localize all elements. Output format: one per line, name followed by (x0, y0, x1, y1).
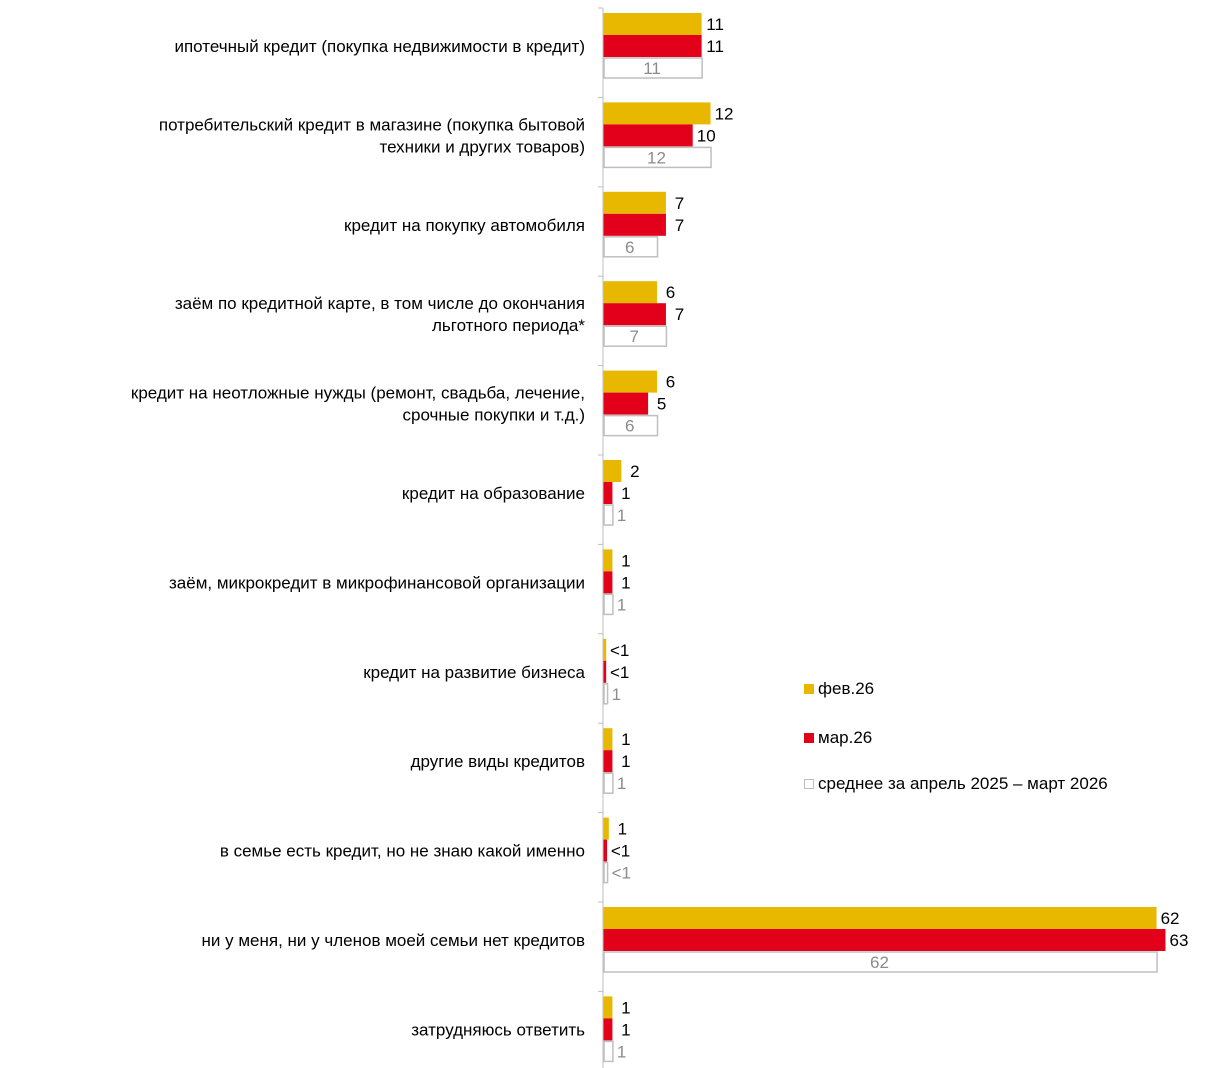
bar-average (603, 504, 614, 526)
bar-feb26 (603, 13, 702, 35)
bar-feb26 (603, 638, 607, 661)
data-label: 1 (618, 820, 627, 839)
data-label: 11 (706, 15, 724, 34)
bar-average (603, 951, 1158, 973)
data-label: 6 (625, 417, 634, 436)
data-label: 1 (621, 573, 630, 592)
data-label: 11 (643, 59, 661, 78)
data-label: <1 (610, 641, 629, 660)
data-label: 12 (715, 104, 734, 123)
bar-feb26 (603, 460, 622, 482)
category-label: кредит на развитие бизнеса (363, 663, 585, 682)
data-label: 1 (621, 998, 630, 1017)
bar-feb26 (603, 370, 658, 393)
data-label: 6 (625, 238, 634, 257)
data-label: 5 (657, 395, 666, 414)
category-label: кредит на неотложные нужды (ремонт, свад… (131, 384, 585, 425)
bar-mar26 (603, 213, 666, 236)
legend-label: фев.26 (818, 679, 874, 698)
bar-mar26 (603, 124, 693, 147)
data-label: 1 (612, 685, 621, 704)
legend-swatch (804, 684, 814, 694)
bar-mar26 (603, 929, 1166, 951)
bar-average (603, 593, 614, 616)
legend-label: мар.26 (818, 728, 872, 747)
data-label: 10 (697, 126, 716, 145)
data-label: <1 (610, 663, 629, 682)
bar-mar26 (603, 392, 649, 415)
category-label: ипотечный кредит (покупка недвижимости в… (174, 37, 585, 56)
bar-average (603, 1040, 614, 1063)
category-label: в семье есть кредит, но не знаю какой им… (220, 842, 585, 861)
bar-average (603, 325, 668, 347)
bar-feb26 (603, 191, 666, 214)
category-label: ни у меня, ни у членов моей семьи нет кр… (202, 931, 585, 950)
data-label: 2 (630, 462, 639, 481)
data-label: 1 (617, 774, 626, 793)
data-label: 1 (617, 595, 626, 614)
bar-feb26 (603, 907, 1157, 929)
bar-mar26 (603, 482, 613, 504)
category-label: заём, микрокредит в микрофинансовой орга… (169, 573, 585, 592)
bar-feb26 (603, 549, 613, 572)
data-label: 6 (666, 373, 675, 392)
data-label: 7 (675, 216, 684, 235)
legend-label: среднее за апрель 2025 – март 2026 (818, 774, 1108, 793)
bar-feb26 (603, 281, 658, 304)
bar-mar26 (603, 303, 666, 326)
bar-mar26 (603, 1018, 613, 1041)
data-label: 1 (621, 730, 630, 749)
legend-swatch (804, 779, 814, 789)
bar-feb26 (603, 728, 613, 751)
bar-average (603, 146, 712, 169)
bar-mar26 (603, 839, 608, 862)
bar-average (603, 683, 609, 705)
bar-average (603, 414, 659, 437)
bar-average (603, 772, 614, 794)
data-label: 7 (675, 194, 684, 213)
data-label: 62 (1161, 909, 1180, 928)
data-label: 1 (621, 752, 630, 771)
bar-average (603, 236, 659, 258)
legend-swatch (804, 733, 814, 743)
bar-feb26 (603, 102, 711, 125)
data-label: 11 (706, 37, 724, 56)
bar-mar26 (603, 35, 702, 57)
category-label: другие виды кредитов (411, 752, 585, 771)
data-label: 1 (617, 506, 626, 525)
data-label: 62 (870, 953, 889, 972)
category-label: кредит на покупку автомобиля (344, 216, 585, 235)
bar-feb26 (603, 817, 609, 840)
labels-layer: ипотечный кредит (покупка недвижимости в… (131, 15, 1189, 1061)
bar-mar26 (603, 660, 607, 683)
bar-mar26 (603, 571, 613, 594)
legend: фев.26 мар.26 среднее за апрель 2025 – мар… (804, 679, 1108, 793)
bars-layer (603, 13, 1166, 1063)
data-label: 1 (621, 484, 630, 503)
data-label: 1 (617, 1042, 626, 1061)
axis-layer (598, 7, 604, 1068)
bar-mar26 (603, 750, 613, 773)
bar-average (603, 57, 703, 79)
data-label: 1 (621, 1020, 630, 1039)
category-label: затрудняюсь ответить (411, 1020, 585, 1039)
bar-feb26 (603, 996, 613, 1019)
data-label: 1 (621, 551, 630, 570)
data-label: 63 (1169, 931, 1188, 950)
category-label: потребительский кредит в магазине (покуп… (159, 115, 585, 156)
data-label: 7 (629, 327, 638, 346)
data-label: 12 (647, 148, 666, 167)
data-label: 7 (675, 305, 684, 324)
category-label: заём по кредитной карте, в том числе до … (175, 294, 586, 335)
bar-average (603, 861, 609, 884)
data-label: <1 (611, 842, 630, 861)
data-label: 6 (666, 283, 675, 302)
category-label: кредит на образование (402, 484, 585, 503)
data-label: <1 (612, 864, 631, 883)
